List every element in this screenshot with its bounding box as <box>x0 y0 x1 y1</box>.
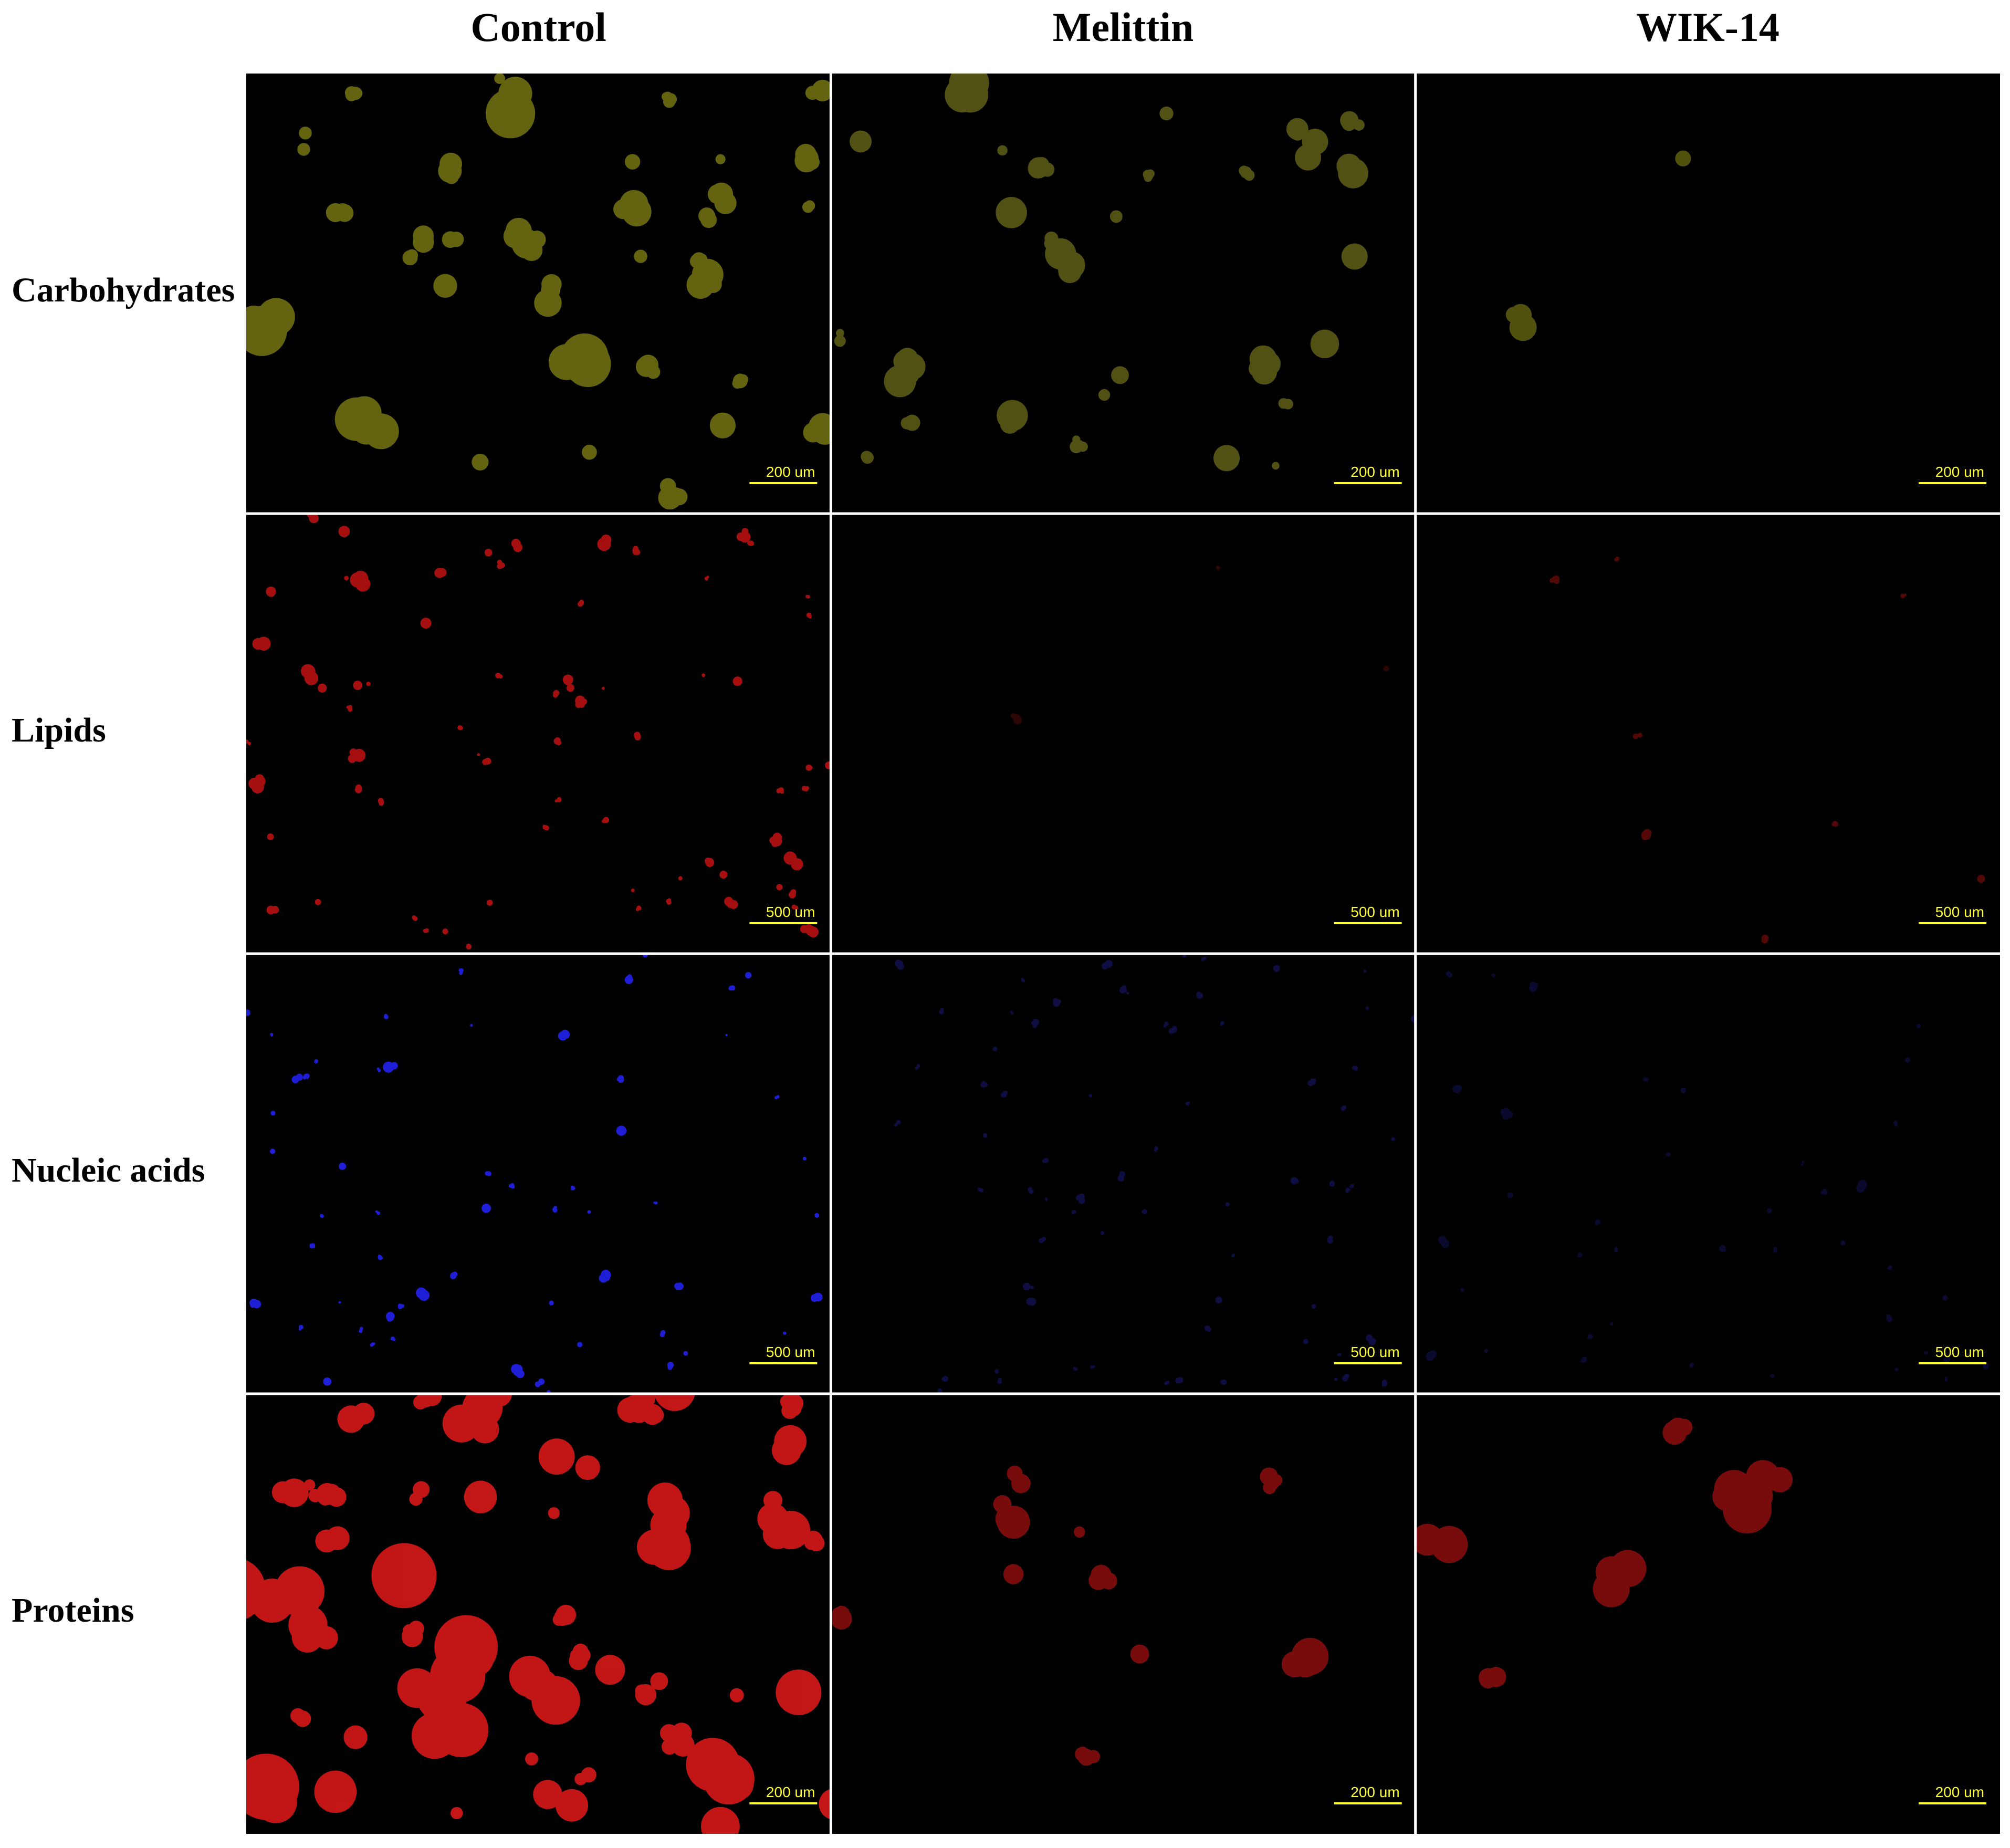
scale-bar-label: 200 um <box>766 464 815 480</box>
micrograph: 200 um <box>246 74 831 514</box>
stain-spots <box>246 1394 831 1834</box>
panel-background <box>831 514 1416 954</box>
stain-spots <box>1415 971 1990 1382</box>
micrograph: 200 um <box>246 1394 831 1834</box>
micrograph: 500 um <box>1415 514 2000 954</box>
panel-background <box>246 514 831 954</box>
stain-spots <box>834 74 1368 472</box>
micrograph: 200 um <box>1415 74 2000 514</box>
micrograph: 500 um <box>246 514 831 954</box>
stain-spots <box>831 1465 1329 1766</box>
stain-spots <box>1505 150 1691 341</box>
column-header: Melittin <box>1053 4 1194 50</box>
panel-background <box>1415 954 2000 1394</box>
stain-spots <box>1010 566 1389 725</box>
scale-bar-label: 500 um <box>1351 1344 1399 1360</box>
panel-background <box>246 954 831 1394</box>
scale-bar-label: 200 um <box>1351 464 1399 480</box>
scale-bar-label: 500 um <box>1351 904 1399 920</box>
scale-bar-label: 500 um <box>766 1344 815 1360</box>
column-header: Control <box>470 4 606 50</box>
panel-background <box>1415 74 2000 514</box>
stain-spots <box>246 74 831 510</box>
scale-bar-label: 500 um <box>1935 1344 1984 1360</box>
row-label: Lipids <box>12 711 106 749</box>
scale-bar-label: 500 um <box>1935 904 1984 920</box>
scale-bar-label: 200 um <box>766 1784 815 1800</box>
row-label: Nucleic acids <box>12 1151 205 1189</box>
stain-spots <box>246 954 823 1394</box>
column-header: WIK-14 <box>1636 4 1779 50</box>
micrograph: 200 um <box>831 1394 1416 1834</box>
micrograph: 500 um <box>1415 954 2000 1394</box>
scale-bar-label: 200 um <box>1935 1784 1984 1800</box>
micrograph: 500 um <box>246 954 831 1394</box>
micrograph: 200 um <box>1415 1394 2000 1834</box>
panel-background <box>1415 1394 2000 1834</box>
row-label: Carbohydrates <box>12 271 235 309</box>
scale-bar-label: 500 um <box>766 904 815 920</box>
panel-background <box>1415 514 2000 954</box>
stain-spots <box>1415 1417 1793 1688</box>
row-label: Proteins <box>12 1591 134 1630</box>
micrograph: 200 um <box>831 74 1416 514</box>
scale-bar-label: 200 um <box>1935 464 1984 480</box>
panel-background <box>831 1394 1416 1834</box>
stain-spots <box>894 954 1416 1394</box>
scale-bar-label: 200 um <box>1351 1784 1399 1800</box>
stain-spots <box>1549 556 1985 944</box>
micrograph: 500 um <box>831 954 1416 1394</box>
stain-spots <box>246 514 831 950</box>
micrograph: 500 um <box>831 514 1416 954</box>
